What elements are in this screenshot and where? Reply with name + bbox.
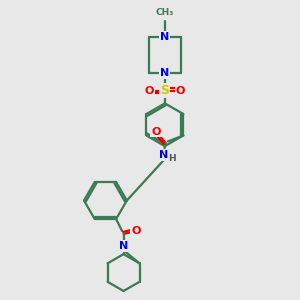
Text: O: O [152,127,161,136]
Text: S: S [160,84,169,97]
Text: N: N [119,241,128,251]
Text: N: N [159,150,169,161]
Text: O: O [176,85,185,96]
Text: O: O [131,226,141,236]
Text: CH₃: CH₃ [156,8,174,17]
Text: H: H [169,154,176,163]
Text: N: N [160,68,170,78]
Text: O: O [145,85,154,96]
Text: N: N [160,32,170,42]
